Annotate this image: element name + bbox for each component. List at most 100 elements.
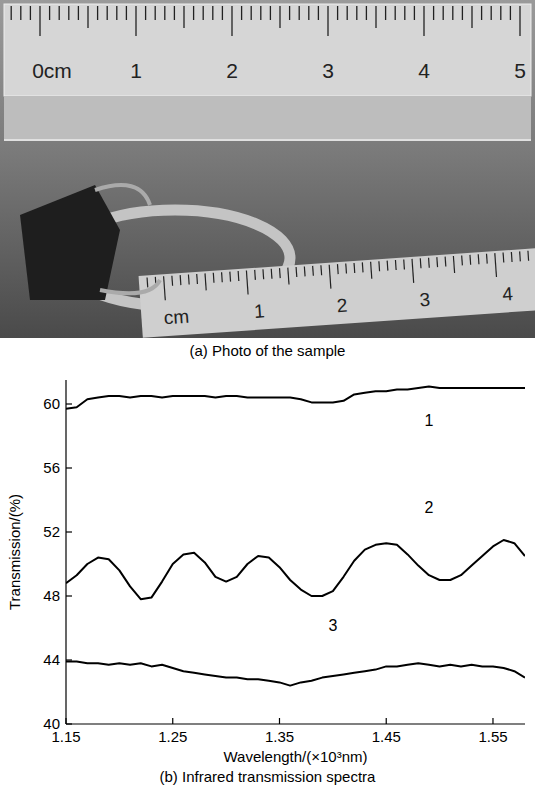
y-tick-label: 52 [43,523,60,540]
ruler-tick [362,262,364,272]
ruler-tick [146,277,148,287]
ruler-tick [229,272,231,282]
ruler-tick [288,268,289,285]
ruler-tick [412,259,414,283]
ruler-tick [188,275,190,285]
ruler-label: 5 [514,59,526,82]
ruler-tick [527,251,529,261]
ruler-tick [59,6,60,20]
ruler-tick [478,254,480,264]
ruler-tick [308,6,309,20]
ruler-tick [251,6,252,20]
ruler-tick [491,6,492,20]
ruler-tick [78,6,79,20]
ruler-tick [345,264,347,274]
series-line [66,540,525,599]
ruler-tick [436,257,438,267]
ruler-tick [428,258,430,268]
ruler-tick [20,6,21,20]
clip-wire [100,280,160,293]
ruler-tick [304,266,306,276]
panel-caption: (b) Infrared transmission spectra [160,768,377,785]
ruler-tick [511,252,513,262]
ruler-tick [404,6,405,20]
x-tick [65,718,66,724]
y-tick [66,723,72,724]
series-label: 1 [424,412,433,429]
ruler-tick [279,6,280,28]
x-axis-title: Wavelength/(×10³nm) [223,748,367,765]
plot-area [66,386,525,685]
y-tick-label: 60 [43,395,60,412]
axes: 4044485256601.151.251.351.451.55 [43,380,525,745]
ruler-label: cm [163,306,190,329]
ruler-tick [378,261,380,271]
ruler-tick [289,6,290,20]
y-axis-title: Transmission/(%) [6,494,23,610]
clip-body [20,185,120,300]
ruler-tick [183,6,184,28]
ruler-tick [423,6,424,36]
ruler-label: 4 [502,283,514,305]
ruler-tick [395,6,396,20]
ruler-tick [196,274,198,284]
ruler-tick [155,6,156,20]
y-axis-line [65,380,66,724]
ruler-tick [486,254,488,264]
ruler-tick [271,269,273,279]
ruler-tick [320,265,322,275]
ruler-tick [116,6,117,20]
ruler-tick [262,269,264,279]
series-label: 3 [328,617,337,634]
ruler-tick [385,6,386,20]
ruler-tick [174,6,175,20]
ruler-tick [231,6,232,36]
ruler-tick [193,6,194,20]
x-tick [279,718,280,724]
ruler-tick [387,261,389,271]
sample-strip [4,96,531,140]
y-tick-label: 56 [43,459,60,476]
ruler-tick [87,6,88,28]
ruler-tick [171,276,173,286]
ruler-tick [500,6,501,20]
x-tick-label: 1.35 [265,728,294,745]
ruler-label: 1 [130,59,142,82]
ruler-tick [469,255,471,265]
y-tick [66,595,72,596]
ruler-label: 1 [253,300,265,322]
ruler-tick [164,6,165,20]
ruler-tick [327,6,328,36]
ruler-tick [213,273,215,283]
ruler-tick [461,255,463,265]
ruler-tick [452,6,453,20]
series-line [66,386,525,408]
ruler-tick [107,6,108,20]
figure: 0cm12345cm1234(a) Photo of the sample404… [0,0,535,790]
y-tick [66,659,72,660]
ruler-tick [510,6,511,20]
ruler-bottom [139,247,535,338]
ruler-tick [445,257,447,267]
ruler-tick [238,271,240,281]
ruler-tick [453,256,454,273]
ruler-tick [356,6,357,20]
ruler-tick [222,6,223,20]
ruler-label: 3 [419,289,431,311]
ruler-tick [481,6,482,20]
ruler-tick [462,6,463,20]
ruler-tick [312,266,314,276]
ruler-label: 2 [336,295,348,317]
ruler-tick [337,264,339,274]
x-tick-label: 1.25 [158,728,187,745]
y-tick [66,403,72,404]
ruler-tick [420,258,422,268]
y-tick [66,531,72,532]
ruler-tick [212,6,213,20]
ruler-label: 3 [322,59,334,82]
series-label: 2 [424,499,433,516]
ruler-tick [145,6,146,20]
ruler-label: 0cm [32,59,72,82]
strip-edge [4,139,531,141]
y-tick [66,467,72,468]
